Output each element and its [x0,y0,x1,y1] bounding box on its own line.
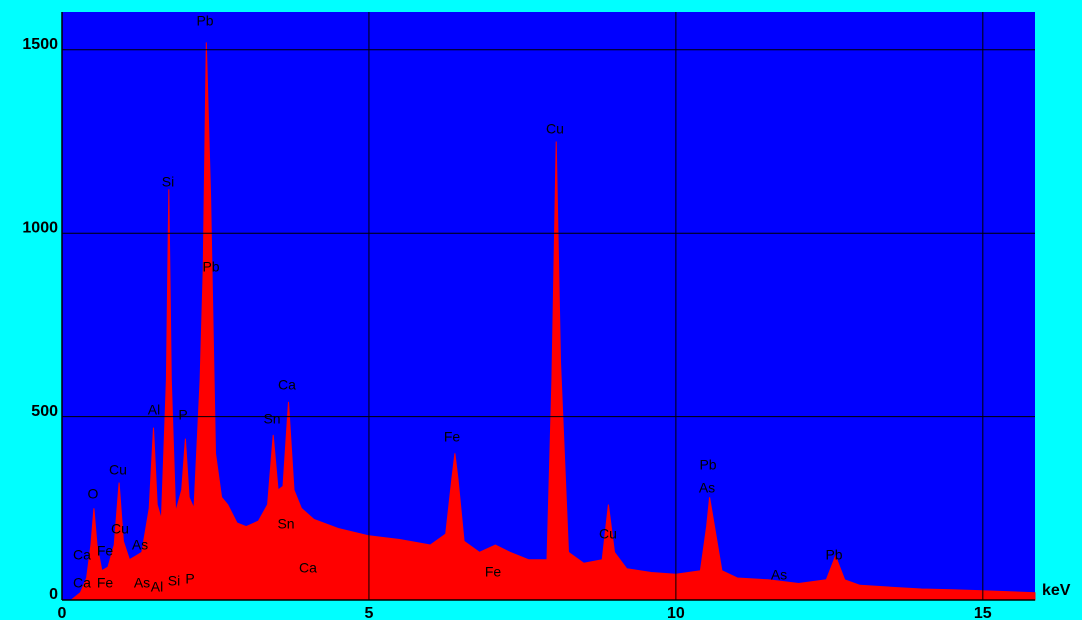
peak-label: Fe [97,543,114,559]
peak-label: Pb [196,13,213,29]
y-tick-label: 1500 [22,36,58,53]
peak-label: Sn [277,516,294,532]
peak-label: Ca [299,560,317,576]
peak-label: Ca [73,575,91,591]
peak-label: As [134,575,150,591]
x-unit-label: keV [1042,582,1071,599]
peak-label: Al [151,579,163,595]
x-tick-label: 10 [667,605,685,620]
peak-label: Cu [599,526,617,542]
peak-label: Pb [825,547,842,563]
peak-label: Al [148,402,160,418]
x-tick-label: 0 [58,605,67,620]
spectrum-area [69,42,1036,601]
y-tick-label: 500 [31,403,58,420]
peak-label: Pb [202,259,219,275]
peak-label: Ca [73,547,91,563]
peak-label: P [185,571,194,587]
x-tick-label: 5 [364,605,373,620]
peak-label: Ca [278,377,296,393]
peak-label: As [771,567,787,583]
peak-label: Cu [109,462,127,478]
peak-label: Si [162,174,174,190]
peak-label: Fe [97,575,114,591]
peak-label: P [178,407,187,423]
peak-label: Cu [546,121,564,137]
peak-label: Fe [444,429,461,445]
peak-label: Pb [699,457,716,473]
x-tick-label: 15 [974,605,992,620]
peak-label: Sn [263,411,280,427]
peak-label: O [88,486,99,502]
peak-label: As [699,480,715,496]
peak-label: Si [168,573,180,589]
y-tick-label: 1000 [22,219,58,236]
peak-label: Fe [485,564,502,580]
peak-label: As [132,537,148,553]
peak-label: Cu [111,521,129,537]
y-tick-label: 0 [49,586,58,603]
